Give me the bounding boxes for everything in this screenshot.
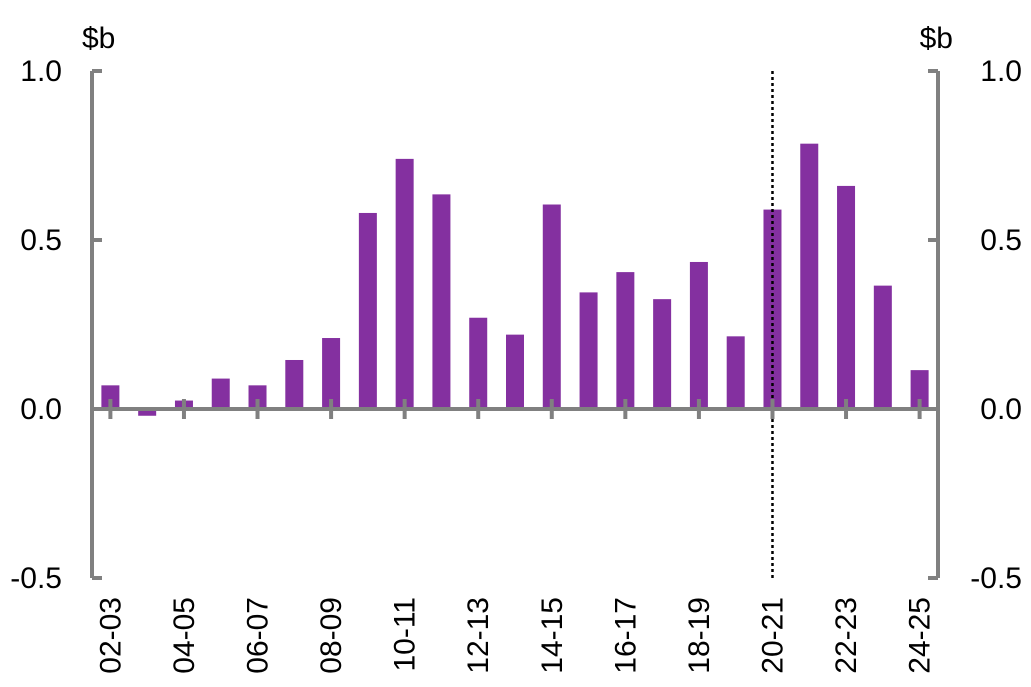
x-tick-label-08-09: 08-09 [315,597,348,674]
bar-12-13 [469,317,488,409]
x-tick-label-22-23: 22-23 [830,597,863,674]
axes-group [90,69,940,580]
x-tick-label-24-25: 24-25 [904,597,937,674]
left-y-tick-label: 0.5 [20,224,62,257]
x-tick-label-18-19: 18-19 [683,597,716,674]
left-axis-unit: $b [82,22,115,55]
bar-21-22 [800,143,819,410]
x-tick-label-06-07: 06-07 [242,597,275,674]
x-tick-label-16-17: 16-17 [609,597,642,674]
bar-06-07 [248,385,267,409]
bar-08-09 [322,338,341,409]
bar-05-06 [211,378,230,409]
bar-10-11 [395,158,414,409]
right-y-tick-label: 0.5 [980,224,1022,257]
bar-22-23 [837,185,856,409]
x-tick-label-12-13: 12-13 [462,597,495,674]
right-y-tick-label: 1.0 [980,55,1022,88]
x-tick-label-14-15: 14-15 [536,597,569,674]
bar-13-14 [506,334,524,409]
bar-14-15 [542,204,561,409]
bar-19-20 [726,336,745,409]
bar-11-12 [432,194,451,409]
bar-20-21 [763,209,782,409]
left-y-tick-label: 0.0 [20,393,62,426]
bar-15-16 [579,292,598,409]
x-tick-label-04-05: 04-05 [168,597,201,674]
bar-24-25 [910,370,929,409]
x-tick-label-02-03: 02-03 [94,597,127,674]
right-y-tick-label: -0.5 [970,562,1022,595]
bars-group [101,143,929,416]
x-tick-label-20-21: 20-21 [756,597,789,674]
bar-17-18 [653,299,672,409]
bar-18-19 [689,261,708,409]
right-axis-unit: $b [920,22,953,55]
bar-02-03 [101,385,120,409]
bar-16-17 [616,272,635,409]
bar-23-24 [873,285,892,409]
bar-09-10 [358,212,377,409]
right-y-tick-label: 0.0 [980,393,1022,426]
bar-03-04 [138,409,157,416]
left-y-tick-label: 1.0 [20,55,62,88]
bar-07-08 [285,359,304,409]
left-y-tick-label: -0.5 [10,562,62,595]
x-tick-label-10-11: 10-11 [389,597,422,672]
tick-labels-group: -0.5 -0.5 0.0 0.0 0.5 0.5 1.0 1.0 02-03 04-05 06-0… [10,55,1022,674]
